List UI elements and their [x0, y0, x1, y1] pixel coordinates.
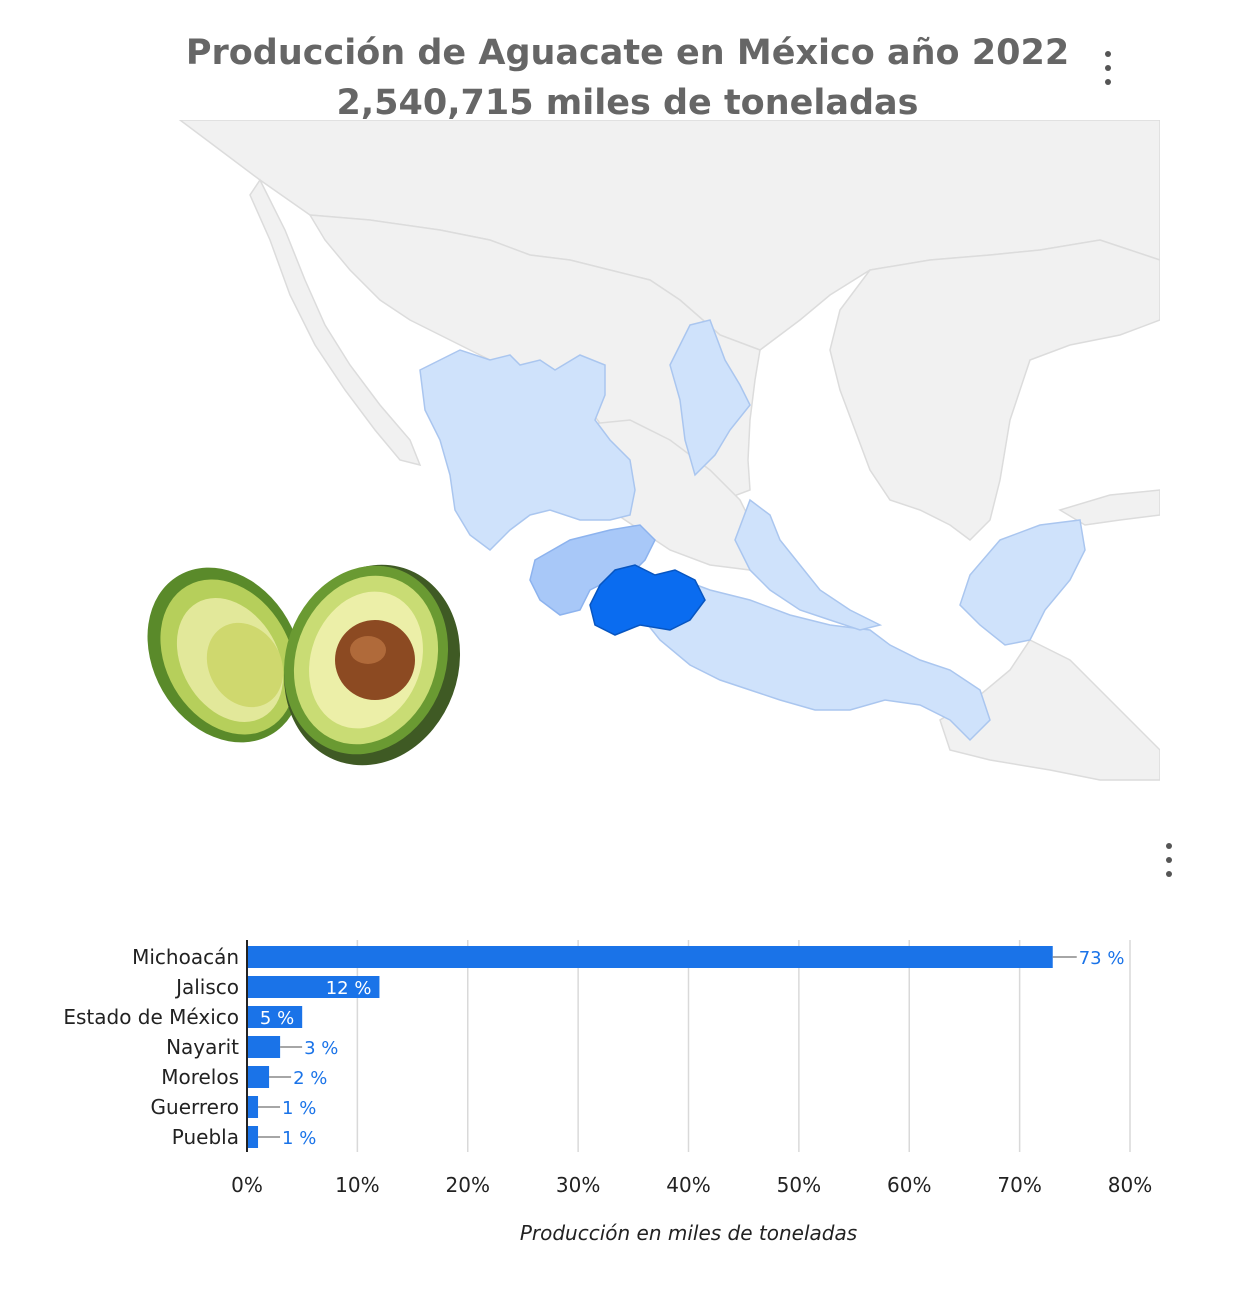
map-region-michoacan — [589, 564, 706, 636]
chart-title-line-1: Producción de Aguacate en México año 202… — [185, 33, 1070, 73]
data-label: 2 % — [293, 1068, 327, 1089]
map-menu-icon[interactable] — [1102, 51, 1114, 85]
map-region-low-production — [419, 349, 636, 551]
x-axis-title: Producción en miles de toneladas — [520, 1221, 857, 1245]
bar — [247, 976, 380, 998]
x-tick-label: 30% — [556, 1173, 600, 1197]
map-region-baja — [249, 178, 422, 467]
bar — [247, 1066, 270, 1088]
map-region-yucatan — [959, 519, 1086, 646]
data-label: 12 % — [326, 978, 372, 999]
map-region-east-coast — [829, 239, 1160, 541]
data-label: 1 % — [282, 1128, 316, 1149]
category-label: Michoacán — [132, 945, 239, 969]
category-label: Jalisco — [174, 975, 239, 999]
bar — [247, 1126, 259, 1148]
category-label: Morelos — [161, 1065, 239, 1089]
map-region-cuba — [1058, 489, 1160, 526]
x-tick-label: 20% — [446, 1173, 490, 1197]
category-label: Estado de México — [63, 1005, 239, 1029]
x-tick-label: 70% — [997, 1173, 1041, 1197]
category-label: Guerrero — [151, 1095, 239, 1119]
bar — [247, 1006, 303, 1028]
data-label: 3 % — [304, 1038, 338, 1059]
x-tick-label: 80% — [1108, 1173, 1152, 1197]
map-region-nuevo-leon — [669, 319, 751, 477]
data-label: 73 % — [1079, 948, 1125, 969]
chart-title-line-2: 2,540,715 miles de toneladas — [336, 83, 919, 123]
map-region-south-low — [629, 574, 991, 742]
x-tick-label: 10% — [335, 1173, 379, 1197]
x-tick-label: 40% — [666, 1173, 710, 1197]
choropleth-map — [110, 120, 1160, 860]
avocado-illustration — [147, 564, 461, 766]
x-tick-label: 50% — [777, 1173, 821, 1197]
bar — [247, 1036, 281, 1058]
chart-title: Producción de Aguacate en México año 202… — [0, 28, 1250, 128]
x-tick-label: 60% — [887, 1173, 931, 1197]
bar — [247, 946, 1053, 968]
map-region-veracruz — [734, 498, 883, 631]
data-label: 5 % — [260, 1008, 294, 1029]
x-tick-label: 0% — [231, 1173, 263, 1197]
category-label: Puebla — [172, 1125, 239, 1149]
chart-menu-icon[interactable] — [1163, 843, 1175, 877]
data-label: 1 % — [282, 1098, 316, 1119]
bar-chart: 0% 10% 20% 30% 40% 50% 60% 70% 80% Michoacán 73 % J… — [63, 940, 1152, 1245]
category-label: Nayarit — [166, 1035, 239, 1059]
bar — [247, 1096, 259, 1118]
